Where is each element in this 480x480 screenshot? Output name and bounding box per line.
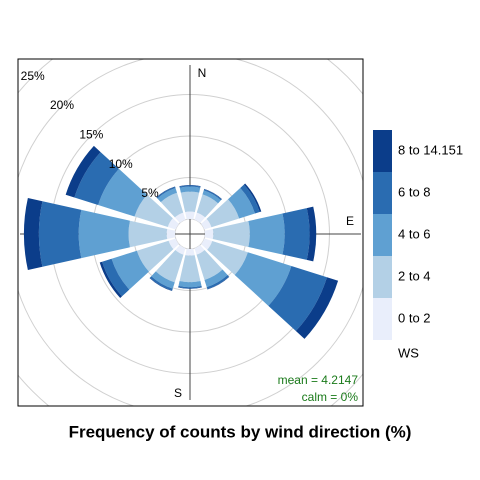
- rose-wedge: [234, 252, 292, 306]
- rose-wedge: [203, 189, 222, 201]
- rose-wedge: [240, 184, 260, 214]
- r-tick-label: 20%: [50, 98, 74, 112]
- rose-wedge: [201, 238, 213, 250]
- rose-wedge: [134, 194, 173, 227]
- rose-wedge: [243, 183, 262, 213]
- r-tick-label: 25%: [21, 69, 45, 83]
- rose-wedge: [282, 208, 310, 260]
- legend-swatch: [373, 214, 392, 256]
- rose-wedge: [248, 213, 285, 255]
- rose-wedge: [178, 285, 202, 289]
- rose-wedge: [168, 238, 179, 250]
- rose-wedge: [179, 185, 201, 188]
- plot-area: 5% 10% 15% 20% 25%: [18, 59, 363, 406]
- rose-wedge: [194, 212, 206, 223]
- rose-wedge: [160, 192, 184, 218]
- rose-wedge: [99, 261, 123, 298]
- annotation: calm = 0%: [302, 390, 359, 404]
- rose-wedge: [65, 145, 101, 198]
- rose-wedge: [111, 250, 149, 290]
- legend-title: WS: [398, 345, 419, 360]
- annotation: mean = 4.2147: [278, 373, 359, 387]
- r-tick-label: 15%: [79, 128, 103, 142]
- rose-wedge: [295, 277, 339, 339]
- legend-label: 2 to 4: [398, 268, 431, 283]
- legend-label: 6 to 8: [398, 184, 431, 199]
- rose-wedge: [306, 206, 317, 262]
- rose-wedge: [179, 255, 201, 283]
- rose-wedge: [179, 186, 201, 193]
- rose-wedge: [204, 269, 228, 288]
- rose-wedge: [74, 152, 119, 206]
- rose-wedge: [178, 287, 202, 289]
- rose-wedge: [212, 221, 250, 247]
- rose-wedge: [157, 188, 178, 203]
- legend-swatch: [373, 298, 392, 340]
- rose-wedge: [155, 249, 184, 283]
- rose-wedge: [128, 220, 168, 248]
- rose-wedge: [149, 276, 173, 291]
- rose-wedge: [78, 209, 130, 259]
- r-tick-label: 10%: [109, 157, 133, 171]
- direction-label: S: [174, 386, 182, 400]
- rose-wedge: [196, 249, 223, 280]
- rose-wedge: [38, 201, 82, 267]
- rose-wedge: [178, 281, 202, 288]
- direction-label: E: [346, 214, 354, 228]
- rose-wedge: [166, 228, 176, 240]
- rose-wedge: [174, 212, 186, 223]
- direction-label: N: [198, 66, 207, 80]
- r-tick-label: 5%: [141, 186, 159, 200]
- legend-label: 0 to 2: [398, 310, 431, 325]
- rose-wedge: [151, 271, 175, 289]
- rose-wedge: [196, 194, 219, 218]
- rose-wedge: [167, 218, 179, 230]
- rose-wedge: [207, 241, 248, 275]
- legend-swatch: [373, 256, 392, 298]
- rose-wedge: [102, 258, 130, 297]
- rose-wedge: [175, 245, 186, 255]
- rose-wedge: [204, 228, 214, 240]
- rose-wedge: [206, 199, 240, 228]
- rose-wedge: [185, 211, 195, 220]
- legend-swatch: [373, 172, 392, 214]
- rose-wedge: [179, 184, 201, 187]
- legend-label: 8 to 14.151: [398, 142, 463, 157]
- rose-wedge: [23, 198, 43, 270]
- rose-wedge: [98, 168, 148, 217]
- rose-wedge: [201, 218, 212, 230]
- chart-title: Frequency of counts by wind direction (%…: [69, 422, 412, 441]
- rose-wedge: [194, 245, 205, 255]
- rose-wedge: [136, 240, 174, 272]
- legend-label: 4 to 6: [398, 226, 431, 241]
- rose-wedge: [268, 265, 328, 332]
- rose-wedge: [156, 186, 176, 199]
- rose-wedge: [185, 248, 195, 256]
- panel-border: [17, 58, 364, 407]
- rose-wedge: [202, 190, 221, 204]
- rose-wedge: [206, 275, 230, 290]
- legend-swatch: [373, 130, 392, 172]
- rose-wedge: [227, 187, 255, 219]
- rose-wedge: [180, 191, 200, 213]
